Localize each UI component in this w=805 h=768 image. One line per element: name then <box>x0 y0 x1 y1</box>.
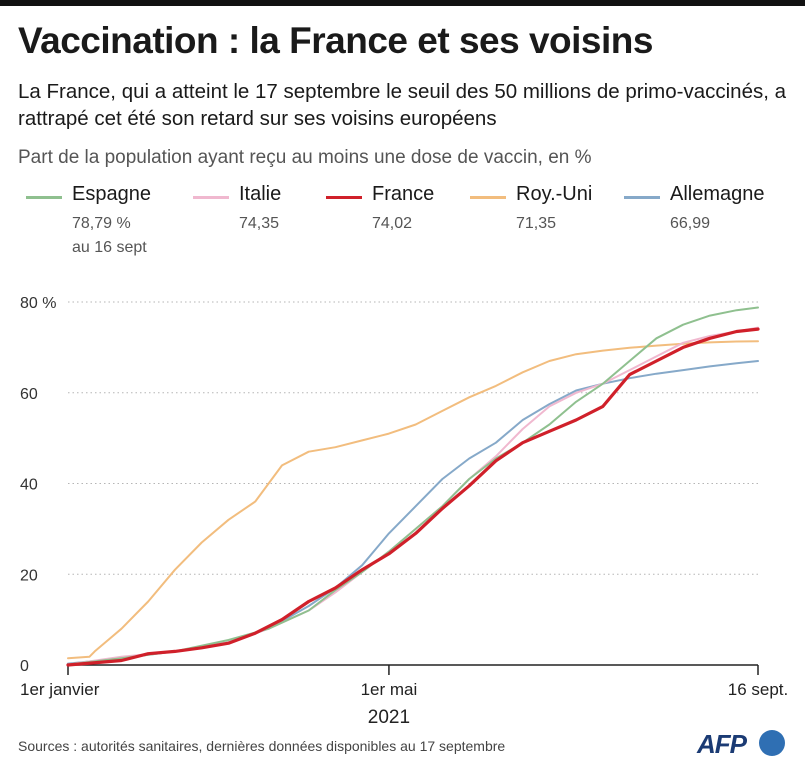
afp-logo: AFP <box>697 728 797 760</box>
y-tick-label: 80 % <box>20 295 56 312</box>
legend-name: Roy.-Uni <box>516 183 593 205</box>
series-line-italie <box>67 326 759 666</box>
legend-value: 71,35 <box>516 215 557 232</box>
top-bar <box>0 0 805 6</box>
y-tick-label: 20 <box>20 567 38 584</box>
x-tick-label: 1er mai <box>361 680 418 699</box>
chart-title: Vaccination : la France et ses voisins <box>18 20 653 61</box>
x-year-label: 2021 <box>368 707 410 728</box>
y-tick-label: 0 <box>20 658 29 675</box>
series-line-france <box>66 327 760 667</box>
legend-swatch <box>26 196 62 199</box>
legend-name: Italie <box>239 183 282 205</box>
afp-logo-dot <box>759 730 785 756</box>
legend-value: 74,35 <box>239 215 280 232</box>
series-line-roy-uni <box>67 340 759 660</box>
source-note: Sources : autorités sanitaires, dernière… <box>18 738 506 754</box>
legend-swatch <box>624 196 660 199</box>
series-line-allemagne <box>67 360 759 665</box>
legend-note: au 16 sept <box>72 239 147 256</box>
legend-swatch <box>470 196 506 199</box>
legend-name: Allemagne <box>670 183 765 205</box>
legend-value: 78,79 % <box>72 215 131 232</box>
legend-swatch <box>326 196 362 199</box>
legend-value: 74,02 <box>372 215 413 232</box>
legend-value: 66,99 <box>670 215 711 232</box>
x-tick-label: 1er janvier <box>20 680 100 699</box>
x-tick-label: 16 sept. <box>728 680 789 699</box>
unit-label: Part de la population ayant reçu au moin… <box>18 147 592 168</box>
legend-name: France <box>372 183 435 205</box>
afp-logo-text: AFP <box>697 729 747 759</box>
y-tick-label: 40 <box>20 477 38 494</box>
y-tick-label: 60 <box>20 386 38 403</box>
legend-name: Espagne <box>72 183 151 205</box>
legend-swatch <box>193 196 229 199</box>
chart-subtitle: La France, qui a atteint le 17 septembre… <box>18 80 787 130</box>
